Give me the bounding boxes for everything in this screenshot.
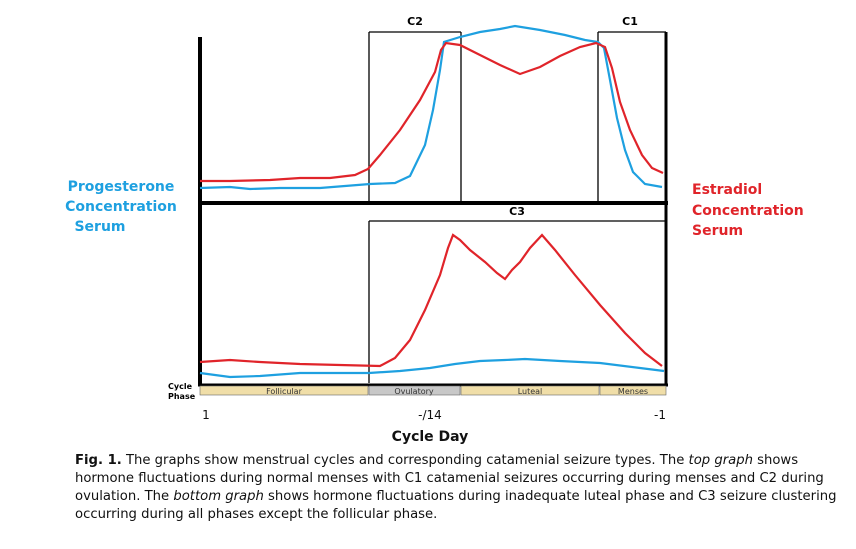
cycle-phase-label-line2: Phase <box>168 392 196 401</box>
phase-luteal-bar <box>460 385 600 396</box>
bottom-estradiol-curve <box>199 233 663 368</box>
phase-ovulatory-label: Ovulatory <box>394 387 434 396</box>
caption-emphasis-2: bottom graph <box>173 489 264 504</box>
progesterone-label-line2: Concentration <box>65 199 177 215</box>
caption-emphasis-1: top graph <box>688 453 753 468</box>
phase-follicular-label: Follicular <box>266 387 302 396</box>
estradiol-label-line3: Serum <box>692 223 743 239</box>
progesterone-label-line1: Progesterone <box>68 179 175 195</box>
top-progesterone-curve <box>199 24 663 191</box>
top-estradiol-curve <box>200 41 664 183</box>
c2-window <box>368 31 462 201</box>
estradiol-axis-label: Estradiol Concentration Serum <box>692 182 804 239</box>
caption-text-2: shows hormone fluctuations during normal… <box>75 453 824 504</box>
figure-caption: Fig. 1. The graphs show menstrual cycles… <box>75 452 845 524</box>
c1-window <box>597 31 666 201</box>
c1-label: C1 <box>622 15 638 28</box>
phase-ovulatory-bar <box>368 385 461 396</box>
phase-menses-label: Menses <box>618 387 648 396</box>
caption-label: Fig. 1. <box>75 453 122 468</box>
caption-text-1: The graphs show menstrual cycles and cor… <box>121 453 689 468</box>
xtick-end: -1 <box>654 408 666 422</box>
c3-label: C3 <box>509 205 525 218</box>
phase-follicular-bar <box>199 385 369 396</box>
estradiol-label-line1: Estradiol <box>692 182 762 198</box>
phase-menses-bar <box>599 385 667 396</box>
estradiol-label-line2: Concentration <box>692 203 804 219</box>
caption-text-3: shows hormone fluctuations during inadeq… <box>75 489 837 522</box>
x-axis-title: Cycle Day <box>392 429 469 445</box>
progesterone-axis-label: Progesterone Concentration Serum <box>65 179 177 235</box>
c3-window <box>368 220 666 383</box>
progesterone-label-line3: Serum <box>74 219 125 235</box>
cycle-phase-label-line1: Cycle <box>168 382 193 391</box>
phase-luteal-label: Luteal <box>518 387 543 396</box>
c2-label: C2 <box>407 15 423 28</box>
bottom-progesterone-curve <box>199 357 665 379</box>
xtick-start: 1 <box>202 408 210 422</box>
xtick-ovulation: -/14 <box>418 408 442 422</box>
